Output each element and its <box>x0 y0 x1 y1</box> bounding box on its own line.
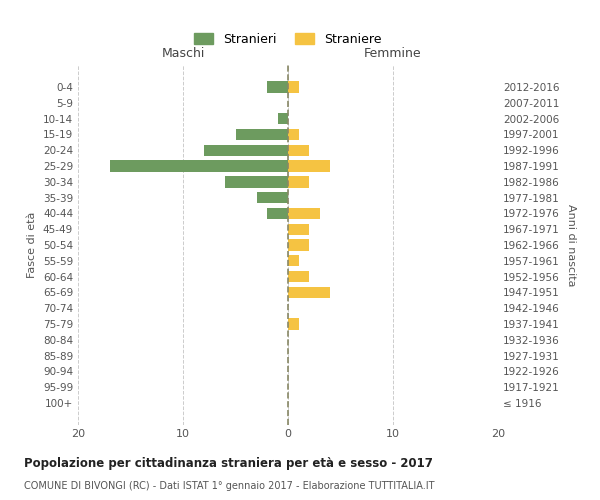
Y-axis label: Fasce di età: Fasce di età <box>28 212 37 278</box>
Text: COMUNE DI BIVONGI (RC) - Dati ISTAT 1° gennaio 2017 - Elaborazione TUTTITALIA.IT: COMUNE DI BIVONGI (RC) - Dati ISTAT 1° g… <box>24 481 434 491</box>
Bar <box>225 176 288 188</box>
Bar <box>267 82 288 92</box>
Bar <box>288 128 299 140</box>
Bar <box>288 255 299 266</box>
Bar <box>288 286 330 298</box>
Bar <box>257 192 288 203</box>
Bar <box>288 318 299 330</box>
Bar <box>288 176 309 188</box>
Text: Popolazione per cittadinanza straniera per età e sesso - 2017: Popolazione per cittadinanza straniera p… <box>24 458 433 470</box>
Bar <box>288 224 309 235</box>
Bar <box>267 208 288 219</box>
Bar <box>110 160 288 172</box>
Y-axis label: Anni di nascita: Anni di nascita <box>566 204 576 286</box>
Bar <box>204 144 288 156</box>
Text: Femmine: Femmine <box>364 46 422 60</box>
Bar <box>277 113 288 124</box>
Bar <box>288 160 330 172</box>
Bar <box>288 271 309 282</box>
Bar <box>288 144 309 156</box>
Bar <box>288 208 320 219</box>
Text: Maschi: Maschi <box>161 46 205 60</box>
Bar <box>288 82 299 92</box>
Bar <box>288 240 309 250</box>
Legend: Stranieri, Straniere: Stranieri, Straniere <box>190 28 386 51</box>
Bar <box>235 128 288 140</box>
